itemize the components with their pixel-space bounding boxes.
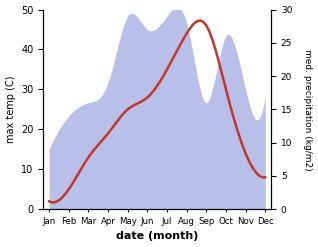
X-axis label: date (month): date (month) <box>116 231 198 242</box>
Y-axis label: max temp (C): max temp (C) <box>5 76 16 143</box>
Y-axis label: med. precipitation (kg/m2): med. precipitation (kg/m2) <box>303 49 313 170</box>
